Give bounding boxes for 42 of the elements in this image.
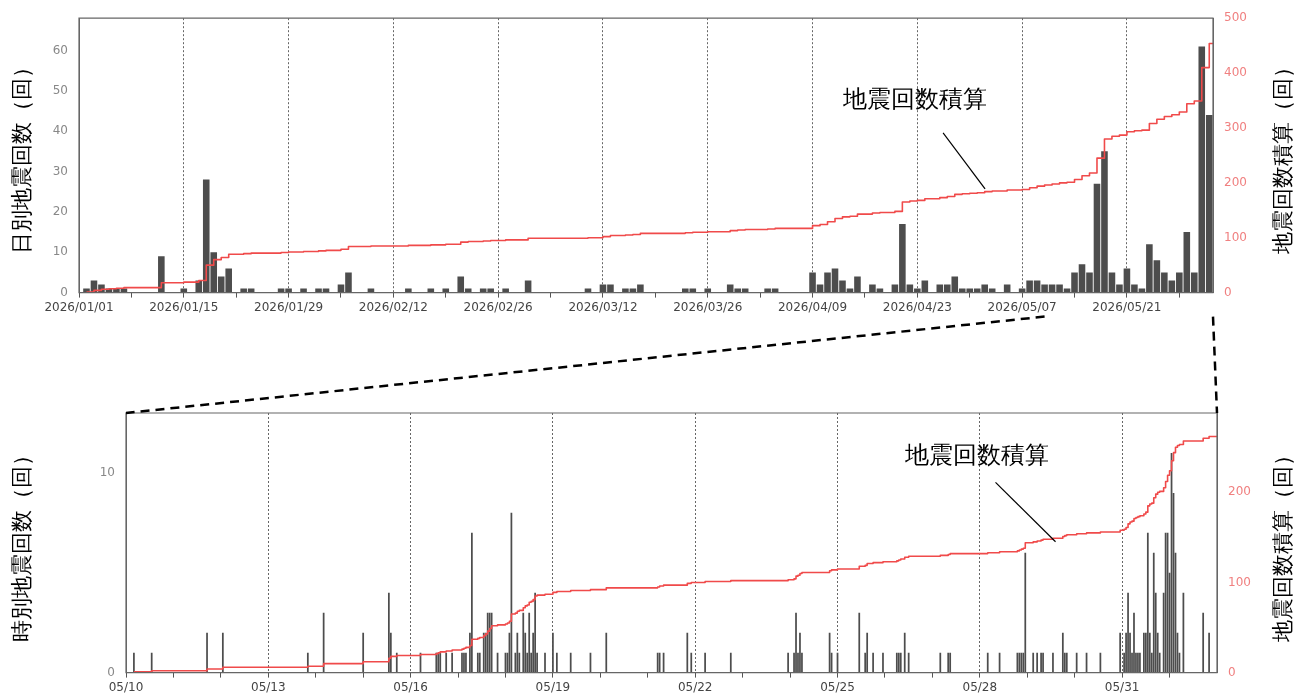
- y-tick-label: 0: [60, 284, 68, 299]
- y2-axis-title: 地震回数積算（回）: [1269, 443, 1295, 643]
- y2-tick-label: 100: [1224, 229, 1247, 244]
- x-tick-label: 2026/01/01: [44, 299, 114, 314]
- x-tick-label: 2026/05/07: [987, 299, 1057, 314]
- y2-tick-label: 0: [1228, 664, 1236, 679]
- y2-tick-label: 300: [1224, 120, 1247, 135]
- x-tick-label: 2026/03/26: [673, 299, 743, 314]
- y-tick-label: 30: [52, 163, 68, 178]
- text: 地震回数積算: [841, 84, 987, 113]
- y2-tick-label: 200: [1224, 174, 1247, 189]
- y2-tick-label: 0: [1224, 284, 1232, 299]
- y2-axis-title: 地震回数積算（回）: [1269, 56, 1295, 256]
- y-tick-label: 50: [52, 82, 68, 97]
- y-axis-title: 日別地震回数（回）: [8, 56, 34, 255]
- x-tick-label: 2026/01/29: [254, 299, 324, 314]
- x-tick-label: 05/19: [535, 679, 571, 694]
- x-tick-label: 2026/04/09: [777, 299, 848, 314]
- x-tick-label: 05/28: [962, 679, 998, 694]
- x-tick-label: 05/31: [1104, 679, 1140, 694]
- y-tick-label: 40: [52, 123, 68, 138]
- x-tick-label: 05/25: [820, 679, 855, 694]
- y2-tick-label: 100: [1228, 574, 1251, 589]
- x-tick-label: 2026/03/12: [568, 299, 638, 314]
- x-tick-label: 05/13: [251, 679, 286, 694]
- x-tick-label: 2026/05/21: [1092, 299, 1162, 314]
- y-tick-label: 10: [52, 244, 68, 259]
- x-tick-label: 05/10: [108, 679, 144, 694]
- x-tick-label: 2026/04/23: [882, 299, 952, 314]
- y-axis-title: 時別地震回数（回）: [8, 443, 34, 642]
- y2-tick-label: 400: [1224, 65, 1247, 80]
- x-tick-label: 2026/02/26: [463, 299, 533, 314]
- x-tick-label: 2026/01/15: [149, 299, 219, 314]
- x-tick-label: 05/22: [677, 679, 713, 694]
- y2-tick-label: 200: [1228, 484, 1251, 499]
- y2-tick-label: 500: [1224, 10, 1247, 25]
- x-tick-label: 05/16: [393, 679, 428, 694]
- y-tick-label: 10: [99, 465, 115, 480]
- text: 地震回数積算: [903, 441, 1049, 470]
- y-tick-label: 60: [52, 42, 68, 57]
- x-tick-label: 2026/02/12: [358, 299, 428, 314]
- y-tick-label: 20: [52, 204, 68, 219]
